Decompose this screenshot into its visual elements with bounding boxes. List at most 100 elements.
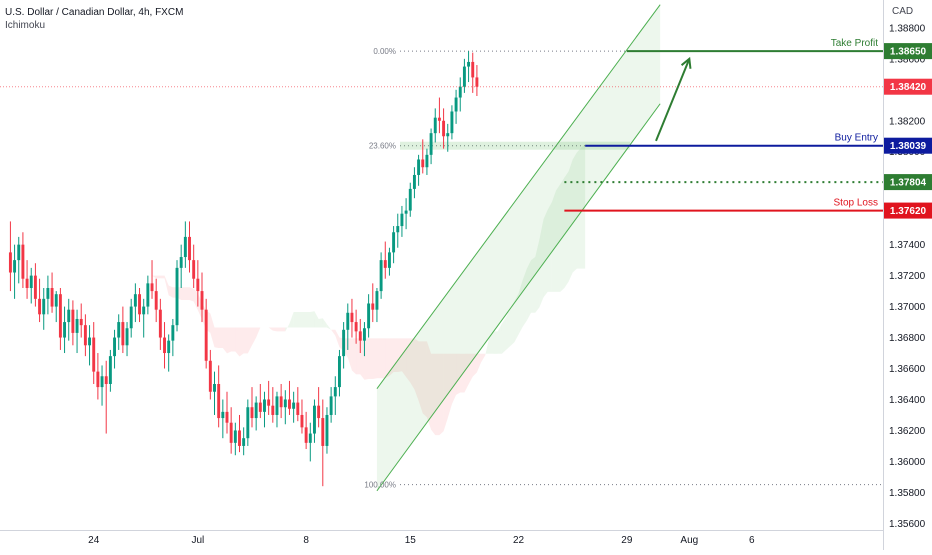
cloud-segment [501, 317, 507, 354]
candle-body [333, 387, 337, 397]
price-tick-label: 1.35800 [889, 488, 926, 499]
time-tick-label: 22 [513, 535, 525, 546]
cloud-segment [335, 329, 340, 348]
candles [8, 51, 479, 487]
candle-body [54, 294, 58, 307]
currency-label: CAD [892, 6, 914, 17]
cloud-segment [181, 287, 186, 300]
cloud-segment [301, 312, 307, 328]
cloud-segment [118, 256, 123, 261]
candle-body [175, 267, 179, 326]
candle-body [392, 232, 396, 253]
cloud-segment [581, 144, 586, 269]
price-tick-label: 1.37000 [889, 302, 926, 313]
cloud-segment [135, 260, 140, 263]
cloud-segment [406, 338, 411, 383]
trade-level-label: Buy Entry [835, 133, 878, 144]
candle-body [317, 405, 321, 419]
cloud-segment [326, 324, 332, 330]
chart-header: U.S. Dollar / Canadian Dollar, 4h, FXCM … [5, 6, 183, 32]
candle-body [404, 210, 408, 214]
cloud-segment [360, 338, 365, 380]
cloud-segment [281, 327, 286, 332]
cloud-segment [539, 219, 544, 308]
candle-body [88, 337, 92, 346]
candle-body [121, 322, 125, 346]
candle-body [308, 433, 312, 443]
candle-body [104, 376, 108, 384]
trade-level-price: 1.38650 [890, 47, 927, 58]
cloud-segment [322, 318, 327, 328]
candle-body [75, 318, 79, 333]
candle-body [267, 399, 271, 406]
trade-level-price: 1.37620 [890, 206, 927, 217]
candle-body [325, 414, 329, 446]
trade-level-tag [884, 174, 932, 191]
indicator-label[interactable]: Ichimoku [5, 20, 46, 31]
cloud-segment [156, 275, 161, 279]
candle-body [79, 318, 83, 326]
trade-level-tag [884, 137, 932, 154]
cloud-segment [418, 341, 423, 414]
fibonacci-retracement: 0.00% 23.60% 100.00% [364, 47, 883, 490]
cloud-segment [351, 338, 357, 375]
candle-body [383, 260, 387, 268]
time-tick-label: 24 [88, 535, 100, 546]
candle-body [50, 288, 54, 307]
candle-body [167, 340, 171, 354]
candle-body [371, 303, 375, 310]
cloud-segment [185, 287, 190, 300]
candle-body [471, 61, 475, 78]
time-tick-label: Aug [680, 535, 698, 546]
candle-body [83, 325, 87, 346]
candle-body [142, 306, 146, 315]
candle-body [196, 278, 200, 292]
candle-body [421, 159, 425, 168]
target-arrow-shaft [655, 58, 691, 142]
cloud-segment [443, 353, 448, 432]
cloud-segment [376, 338, 382, 379]
candle-body [42, 298, 46, 315]
candle-body [442, 120, 446, 137]
cloud-segment [522, 268, 527, 327]
cloud-segment [310, 311, 315, 328]
cloud-segment [143, 264, 148, 272]
cloud-segment [214, 327, 219, 348]
cloud-segment [422, 341, 427, 418]
candle-body [92, 337, 96, 372]
candle-body [433, 117, 437, 134]
cloud-segment [435, 353, 440, 436]
candle-body [283, 399, 287, 408]
cloud-segment [226, 327, 232, 354]
candle-body [233, 430, 237, 443]
price-tick-label: 1.37400 [889, 240, 926, 251]
cloud-segment [222, 327, 227, 354]
candle-body [113, 337, 116, 357]
cloud-segment [476, 353, 482, 373]
candle-body [462, 66, 466, 87]
time-tick-label: 29 [621, 535, 633, 546]
cloud-segment [152, 275, 157, 279]
candle-body [188, 236, 191, 261]
trade-level-label: Take Profit [831, 38, 878, 49]
candle-body [279, 396, 283, 408]
target-arrow-head [680, 56, 692, 69]
candle-body [158, 309, 162, 338]
candle-body [408, 188, 412, 211]
cloud-segment [147, 271, 153, 276]
cloud-segment [426, 341, 432, 430]
candle-body [288, 399, 291, 409]
candle-body [163, 337, 166, 354]
symbol-title[interactable]: U.S. Dollar / Canadian Dollar, 4h, FXCM [5, 7, 184, 18]
candle-body [17, 244, 21, 261]
candle-body [58, 294, 62, 338]
fib-level-label: 0.00% [373, 47, 396, 56]
cloud-segment [272, 327, 277, 332]
candle-body [33, 275, 37, 299]
candle-body [21, 244, 25, 279]
cloud-segment [210, 313, 215, 348]
channel-lower-line [376, 103, 661, 492]
cloud-segment [397, 338, 402, 372]
